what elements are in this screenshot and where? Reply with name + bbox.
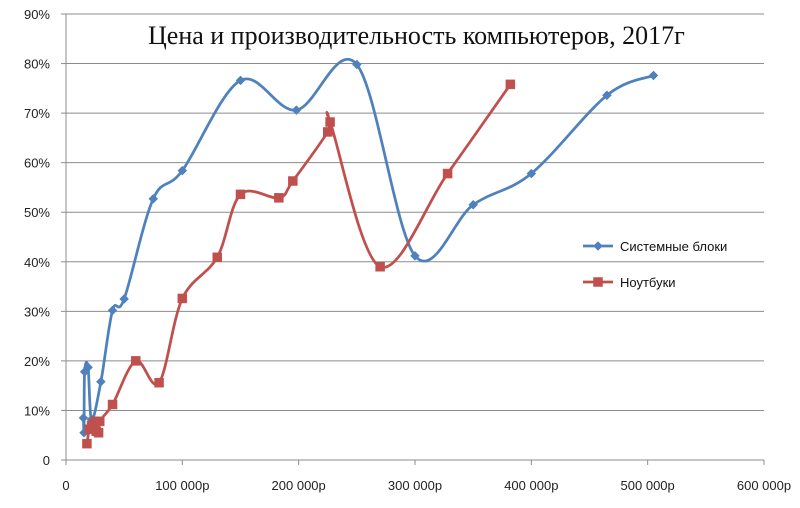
y-axis-tick-labels: 0 10% 20% 30% 40% 50% 60% 70% 80% 90%: [24, 7, 50, 468]
data-point-marker: [442, 168, 453, 179]
data-point-marker: [375, 261, 385, 272]
axes: [61, 13, 765, 465]
y-tick-label: 0: [43, 453, 50, 468]
x-tick-label: 100 000р: [155, 478, 209, 493]
y-tick-label: 30%: [24, 304, 50, 319]
y-tick-label: 50%: [24, 205, 50, 220]
data-point-marker: [526, 168, 537, 179]
data-point-marker: [107, 399, 118, 410]
data-point-marker: [177, 165, 188, 176]
x-tick-label: 600 000р: [737, 478, 791, 493]
y-tick-label: 90%: [24, 7, 50, 22]
series-line: [82, 57, 655, 436]
data-point-marker: [235, 189, 246, 200]
data-point-marker: [410, 250, 420, 261]
data-point-marker: [505, 79, 516, 90]
y-tick-label: 60%: [24, 156, 50, 171]
x-tick-label: 200 000р: [272, 478, 326, 493]
legend-item: Ноутбуки: [583, 275, 676, 290]
gridlines: [66, 13, 764, 411]
legend-item: Системные блоки: [583, 239, 727, 254]
legend-swatch-marker: [593, 277, 603, 287]
x-tick-label: 300 000р: [388, 478, 442, 493]
x-axis-tick-labels: 0 100 000р 200 000р 300 000р 400 000р 500 000…: [62, 478, 791, 493]
y-tick-label: 70%: [24, 106, 50, 121]
legend-swatch-marker: [593, 241, 603, 251]
data-point-marker: [96, 376, 106, 387]
y-tick-label: 80%: [24, 57, 50, 72]
data-point-marker: [648, 70, 659, 81]
y-tick-label: 20%: [24, 354, 50, 369]
series-plot-area: [78, 57, 659, 449]
data-point-marker: [154, 377, 164, 388]
data-point-marker: [78, 413, 89, 423]
data-point-marker: [94, 416, 105, 427]
data-point-marker: [235, 75, 246, 86]
data-point-marker: [131, 356, 141, 366]
series-line: [85, 82, 512, 446]
data-point-marker: [83, 362, 93, 373]
legend: Системные блоки Ноутбуки: [583, 239, 727, 290]
chart-title: Цена и производительность компьютеров, 2…: [148, 21, 685, 50]
data-point-marker: [323, 127, 333, 137]
x-tick-label: 0: [62, 478, 69, 493]
data-point-marker: [468, 199, 479, 210]
y-tick-label: 40%: [24, 255, 50, 270]
data-point-marker: [351, 59, 362, 70]
x-tick-label: 500 000р: [621, 478, 675, 493]
data-point-marker: [93, 427, 104, 438]
series-laptops: [82, 79, 516, 449]
data-point-marker: [107, 305, 118, 316]
data-point-marker: [325, 117, 335, 127]
data-point-marker: [119, 294, 130, 304]
data-point-marker: [602, 90, 612, 101]
legend-label: Ноутбуки: [620, 275, 676, 290]
data-point-marker: [288, 176, 298, 186]
legend-label: Системные блоки: [620, 239, 727, 254]
x-tick-label: 400 000р: [504, 478, 558, 493]
data-point-marker: [82, 438, 92, 449]
data-point-marker: [212, 252, 222, 263]
y-tick-label: 10%: [24, 403, 50, 418]
data-point-marker: [177, 293, 188, 304]
data-point-marker: [274, 193, 284, 203]
data-point-marker: [148, 193, 159, 204]
data-point-marker: [291, 105, 302, 115]
